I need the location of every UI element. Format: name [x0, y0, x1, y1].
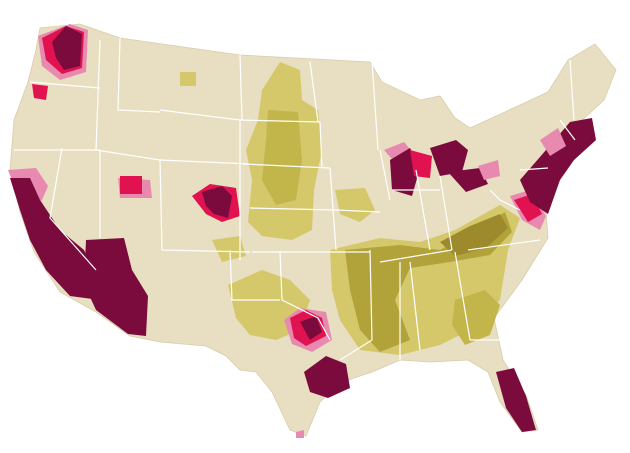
- region-olive: [262, 110, 302, 205]
- region-light-olive: [335, 188, 375, 222]
- region-light-olive: [180, 72, 196, 86]
- region-maroon: [304, 356, 350, 398]
- region-pink: [384, 142, 414, 166]
- region-pink: [540, 128, 566, 156]
- region-maroon: [202, 186, 232, 218]
- region-maroon: [496, 368, 536, 432]
- metro-regions: [8, 24, 596, 438]
- region-maroon: [448, 168, 488, 192]
- region-maroon: [52, 26, 82, 70]
- region-maroon: [430, 140, 468, 176]
- region-maroon: [520, 118, 596, 214]
- region-pink: [478, 160, 500, 180]
- region-red: [120, 176, 142, 194]
- region-dark-olive: [440, 214, 508, 256]
- region-pink: [296, 430, 304, 438]
- region-maroon: [10, 178, 100, 300]
- region-maroon: [300, 316, 322, 340]
- region-light-olive: [212, 236, 246, 262]
- state-line: [14, 37, 576, 361]
- olive-regions: [180, 62, 520, 355]
- state-lines: [14, 37, 576, 361]
- region-maroon: [84, 238, 148, 336]
- region-red: [410, 150, 432, 178]
- region-red: [32, 84, 48, 100]
